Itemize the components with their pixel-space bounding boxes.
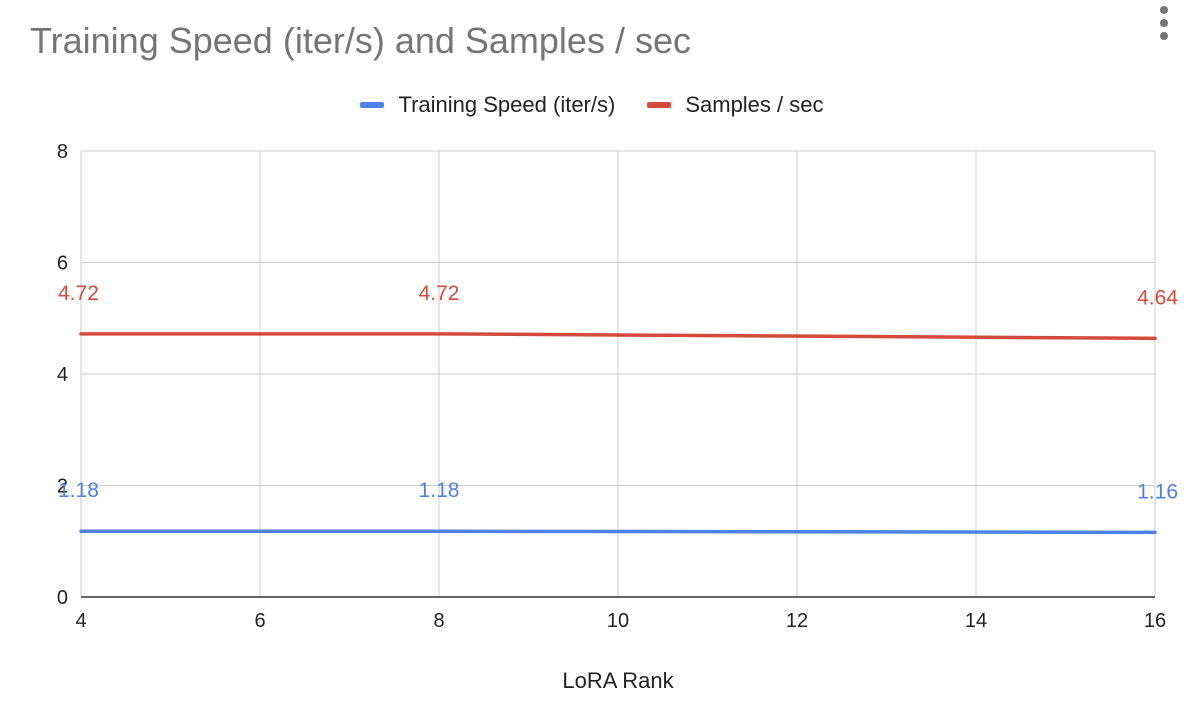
data-label-0-0: 1.18	[58, 479, 99, 502]
x-tick-label-6: 16	[1144, 610, 1166, 632]
y-tick-label-4: 8	[57, 141, 68, 163]
legend-swatch-0	[360, 102, 385, 108]
x-tick-label-1: 6	[254, 610, 265, 632]
series-line-0	[79, 529, 1157, 535]
y-tick-label-2: 4	[57, 364, 68, 386]
x-tick-label-2: 8	[433, 610, 444, 632]
legend-item-1[interactable]: Samples / sec	[647, 92, 824, 118]
y-tick-label-1: 2	[57, 476, 68, 498]
vertical-ellipsis-icon[interactable]	[1152, 6, 1176, 42]
y-tick-label-0: 0	[57, 587, 68, 609]
legend-item-0[interactable]: Training Speed (iter/s)	[360, 92, 615, 118]
data-labels: 1.18 1.18 1.16 4.72 4.72 4.64	[58, 282, 1178, 503]
x-tick-label-5: 14	[965, 610, 987, 632]
data-label-1-0: 4.72	[58, 282, 99, 305]
x-axis-title: LoRA Rank	[562, 668, 674, 693]
legend-label-1: Samples / sec	[685, 92, 824, 117]
x-tick-label-4: 12	[786, 610, 808, 632]
chart-title: Training Speed (iter/s) and Samples / se…	[30, 20, 691, 61]
grid	[80, 150, 1156, 598]
legend: Training Speed (iter/s) Samples / sec	[0, 88, 1184, 118]
data-label-1-2: 4.64	[1137, 286, 1178, 309]
tick-labels: 4 6 8 10 12 14 16 0 2 4 6 8	[57, 141, 1166, 632]
data-label-0-2: 1.16	[1137, 480, 1178, 503]
legend-swatch-1	[647, 102, 672, 108]
data-label-1-1: 4.72	[419, 282, 460, 305]
series-lines	[79, 332, 1157, 535]
legend-label-0: Training Speed (iter/s)	[398, 92, 616, 117]
data-label-0-1: 1.18	[419, 479, 460, 502]
x-tick-label-0: 4	[75, 610, 86, 632]
y-tick-label-3: 6	[57, 253, 68, 275]
x-tick-label-3: 10	[607, 610, 629, 632]
